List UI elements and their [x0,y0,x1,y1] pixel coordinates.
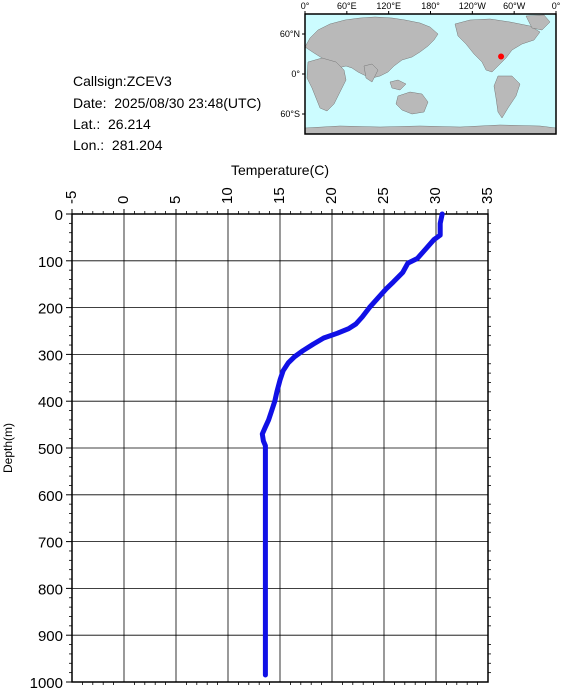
y-tick-label: 0 [55,207,63,224]
x-tick-label: 25 [375,187,392,204]
eurasia-landmass [304,16,439,79]
y-tick-label: 800 [38,581,63,598]
y-axis-ticks: 0 100 200 300 400 500 600 700 800 900 1000 [30,207,491,690]
map-lon-label: 60°W [503,1,526,11]
x-tick-label: 5 [167,196,184,204]
location-map: 0° 60°E 120°E 180° 120°W 60°W 0° 60°N 0° 60°S [280,1,561,135]
map-lat-label: 60°S [280,109,300,119]
temperature-profile-line [259,211,445,678]
y-tick-label: 200 [38,301,63,318]
map-lat-label: 60°N [280,29,300,39]
map-longitude-ticks: 0° 60°E 120°E 180° 120°W 60°W 0° [301,1,561,14]
africa-landmass [306,57,347,112]
chart-grid [71,213,489,683]
callsign-text: Callsign:ZCEV3 [73,73,172,89]
india-landmass [363,63,379,83]
latitude-text: Lat.: 26.214 [73,116,151,132]
x-tick-label: 0 [115,196,132,204]
map-lon-label: 0° [301,1,310,11]
map-lat-label: 0° [291,69,300,79]
y-axis-title: Depth(m) [1,423,15,473]
x-tick-label: 15 [271,187,288,204]
y-tick-label: 300 [38,347,63,364]
map-lon-label: 180° [421,1,440,11]
north-america-landmass [454,18,541,73]
y-tick-label: 400 [38,394,63,411]
map-lon-label: 0° [552,1,561,11]
antarctica-landmass [304,124,557,135]
y-tick-label: 500 [38,441,63,458]
map-lon-label: 120°E [376,1,401,11]
map-latitude-ticks: 60°N 0° 60°S [280,29,305,119]
temperature-profile-chart: -5 0 5 10 15 20 25 30 35 01002003004005006007008… [1,162,496,690]
location-marker [498,53,505,60]
x-axis-title: Temperature(C) [231,162,329,178]
y-tick-label: 700 [38,535,63,552]
series-layer [259,211,445,678]
x-tick-label: -5 [63,191,80,204]
date-text: Date: 2025/08/30 23:48(UTC) [73,95,262,111]
y-tick-label: 900 [38,628,63,645]
y-tick-label: 100 [38,254,63,271]
map-land [304,14,557,135]
x-tick-label: 35 [479,187,496,204]
south-america-landmass [493,75,521,119]
greenland-landmass [525,14,551,31]
australia-landmass [395,91,429,115]
map-lon-label: 120°W [459,1,487,11]
x-tick-label: 30 [427,187,444,204]
y-tick-label: 1000 [30,675,63,690]
y-tick-label: 600 [38,488,63,505]
map-lon-label: 60°E [337,1,357,11]
x-axis-ticks: -5 0 5 10 15 20 25 30 35 [63,187,496,685]
longitude-text: Lon.: 281.204 [73,137,163,153]
x-tick-label: 10 [219,187,236,204]
indonesia-landmass [389,79,407,91]
x-tick-label: 20 [323,187,340,204]
